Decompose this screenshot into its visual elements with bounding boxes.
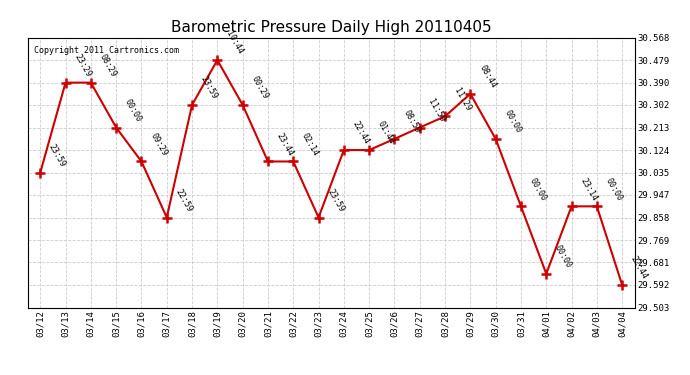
Text: 00:00: 00:00 xyxy=(528,176,548,202)
Text: 23:14: 23:14 xyxy=(578,176,599,202)
Text: 08:44: 08:44 xyxy=(477,63,497,90)
Text: 22:59: 22:59 xyxy=(174,187,194,213)
Text: 08:29: 08:29 xyxy=(98,52,118,78)
Text: 23:59: 23:59 xyxy=(326,187,346,213)
Text: 23:59: 23:59 xyxy=(199,75,219,101)
Text: 00:00: 00:00 xyxy=(502,109,523,135)
Text: 23:59: 23:59 xyxy=(47,142,68,168)
Text: 09:29: 09:29 xyxy=(148,131,168,157)
Text: 01:44: 01:44 xyxy=(376,120,396,146)
Text: 22:44: 22:44 xyxy=(629,255,649,281)
Title: Barometric Pressure Daily High 20110405: Barometric Pressure Daily High 20110405 xyxy=(171,20,491,35)
Text: 22:44: 22:44 xyxy=(351,120,371,146)
Text: 00:00: 00:00 xyxy=(123,97,144,123)
Text: 00:29: 00:29 xyxy=(250,75,270,101)
Text: 23:29: 23:29 xyxy=(72,52,92,78)
Text: 10:44: 10:44 xyxy=(224,30,244,56)
Text: 00:00: 00:00 xyxy=(604,176,624,202)
Text: 23:44: 23:44 xyxy=(275,131,295,157)
Text: Copyright 2011 Cartronics.com: Copyright 2011 Cartronics.com xyxy=(34,46,179,55)
Text: 11:29: 11:29 xyxy=(452,86,472,112)
Text: 00:00: 00:00 xyxy=(553,243,573,270)
Text: 02:14: 02:14 xyxy=(300,131,320,157)
Text: 11:59: 11:59 xyxy=(426,97,447,123)
Text: 08:59: 08:59 xyxy=(402,109,422,135)
